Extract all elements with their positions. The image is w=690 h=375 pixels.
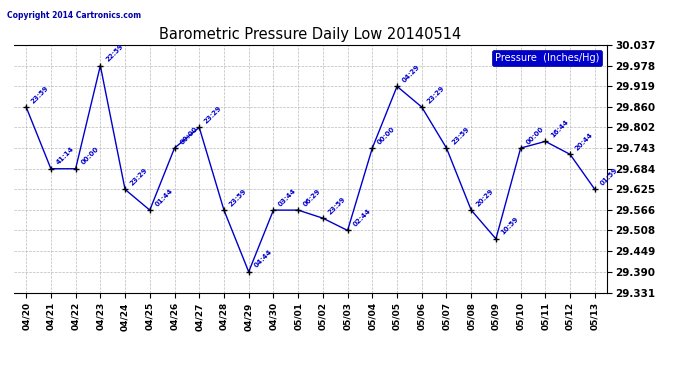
Text: 10:59: 10:59 xyxy=(500,216,520,236)
Text: 23:29: 23:29 xyxy=(129,167,149,187)
Text: 22:59: 22:59 xyxy=(104,43,124,63)
Text: 20:44: 20:44 xyxy=(574,132,594,152)
Text: 03:44: 03:44 xyxy=(277,187,297,207)
Text: 23:29: 23:29 xyxy=(204,105,223,125)
Text: 06:29: 06:29 xyxy=(302,188,322,207)
Text: 41:14: 41:14 xyxy=(55,146,75,166)
Text: 00:00: 00:00 xyxy=(179,125,199,145)
Text: 00:00: 00:00 xyxy=(525,125,545,145)
Text: 01:59: 01:59 xyxy=(599,167,619,187)
Text: 02:44: 02:44 xyxy=(352,208,372,228)
Text: 04:44: 04:44 xyxy=(253,249,273,269)
Text: 23:59: 23:59 xyxy=(228,188,248,207)
Text: 23:59: 23:59 xyxy=(451,126,471,145)
Title: Barometric Pressure Daily Low 20140514: Barometric Pressure Daily Low 20140514 xyxy=(159,27,462,42)
Text: Copyright 2014 Cartronics.com: Copyright 2014 Cartronics.com xyxy=(7,11,141,20)
Text: 20:29: 20:29 xyxy=(475,188,495,207)
Text: 00:00: 00:00 xyxy=(377,125,397,145)
Legend: Pressure  (Inches/Hg): Pressure (Inches/Hg) xyxy=(492,50,602,66)
Text: 00:00: 00:00 xyxy=(80,146,100,166)
Text: 01:44: 01:44 xyxy=(154,187,174,207)
Text: 23:29: 23:29 xyxy=(426,84,446,104)
Text: 23:59: 23:59 xyxy=(327,196,347,215)
Text: 16:44: 16:44 xyxy=(549,118,570,139)
Text: 23:59: 23:59 xyxy=(30,84,50,104)
Text: 04:29: 04:29 xyxy=(401,64,421,84)
